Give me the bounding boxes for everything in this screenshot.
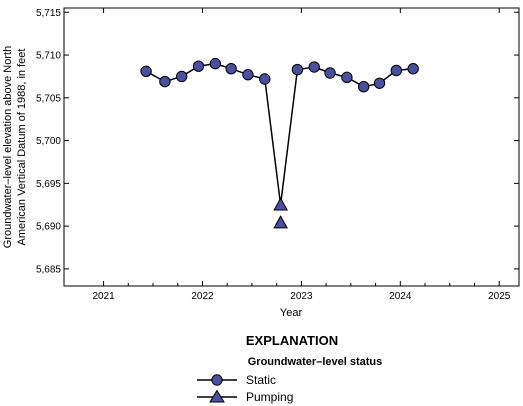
static-point	[176, 70, 188, 83]
x-tick-label: 2024	[389, 291, 412, 302]
y-axis-label-line-1: Groundwater–level elevation above North	[2, 46, 14, 248]
x-tick-label: 2022	[191, 291, 214, 302]
static-point	[159, 75, 171, 88]
groundwater-series	[140, 57, 419, 229]
y-tick-label: 5,685	[36, 264, 61, 275]
y-axis-ticks: 5,685 5,690 5,695 5,700 5,705 5,710 5,715	[36, 8, 519, 275]
static-point	[407, 63, 419, 75]
static-point	[140, 65, 152, 77]
legend-pumping-marker	[209, 389, 225, 403]
legend-static-label: Static	[246, 373, 276, 387]
static-point	[209, 57, 222, 70]
y-tick-label: 5,690	[36, 222, 61, 233]
legend-subtitle: Groundwater–level status	[248, 356, 383, 368]
legend-static-marker	[211, 374, 223, 386]
static-point	[373, 77, 386, 89]
y-tick-label: 5,695	[36, 179, 61, 190]
static-point	[259, 73, 271, 85]
y-tick-label: 5,715	[36, 8, 61, 19]
legend-title: EXPLANATION	[246, 333, 338, 348]
static-point	[308, 61, 320, 73]
y-tick-label: 5,710	[36, 51, 61, 62]
y-axis-label-line-2: American Vertical Datum of 1988, in feet	[16, 49, 28, 246]
pumping-point	[273, 215, 288, 229]
pumping-point	[273, 197, 288, 211]
x-axis-label: Year	[280, 307, 303, 319]
y-tick-label: 5,700	[36, 136, 61, 147]
static-point	[324, 67, 336, 79]
y-axis-label: Groundwater–level elevation above North …	[2, 46, 28, 248]
legend-pumping-label: Pumping	[246, 390, 293, 404]
x-tick-label: 2021	[92, 291, 115, 302]
static-point	[390, 64, 403, 77]
static-point	[341, 71, 353, 83]
x-tick-label: 2025	[488, 291, 511, 302]
static-point	[291, 63, 304, 76]
y-tick-label: 5,705	[36, 93, 61, 104]
static-point	[242, 69, 254, 81]
static-point	[225, 63, 237, 75]
x-axis-ticks: 2021 2022 2023 2024 2025	[92, 8, 511, 302]
plot-frame	[63, 7, 520, 287]
legend: EXPLANATION Groundwater–level status Sta…	[197, 333, 382, 404]
x-tick-label: 2023	[290, 291, 313, 302]
static-point	[192, 60, 205, 72]
static-point	[358, 80, 370, 93]
